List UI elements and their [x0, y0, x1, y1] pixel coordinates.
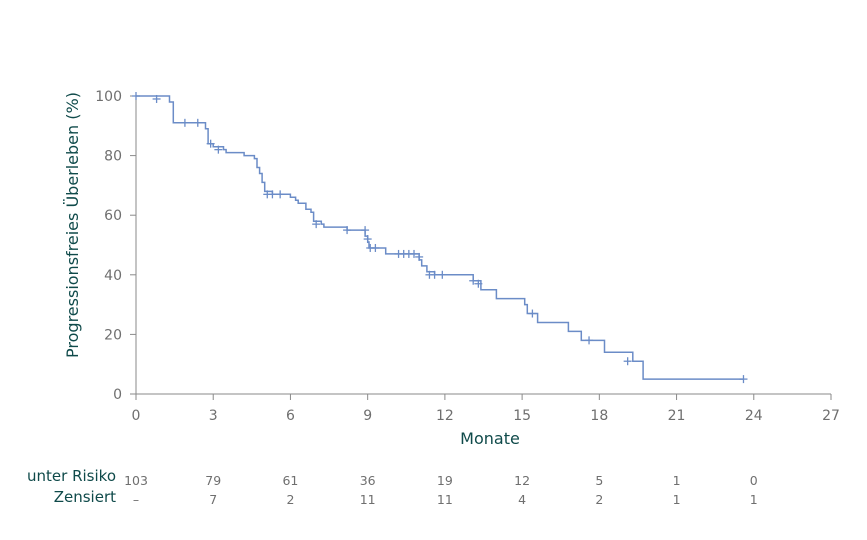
- risk-row-label-at-risk: unter Risiko: [27, 467, 116, 485]
- x-tick-label: 6: [286, 408, 295, 424]
- risk-row-label-censored: Zensiert: [54, 488, 116, 506]
- risk-value: 0: [750, 473, 758, 488]
- y-tick-label: 0: [113, 387, 122, 403]
- risk-value: 2: [595, 492, 603, 507]
- risk-value: 2: [286, 492, 294, 507]
- y-axis-title: Progressionsfreies Überleben (%): [63, 92, 82, 358]
- x-ticks: 0 3 6 9 12 15 18 21 24 27: [132, 394, 840, 424]
- axes: [135, 96, 831, 395]
- risk-value: 19: [437, 473, 453, 488]
- x-tick-label: 9: [363, 408, 372, 424]
- km-survival-curve: [136, 95, 744, 380]
- risk-value: 79: [205, 473, 221, 488]
- y-ticks: 0 20 40 60 80 100: [95, 89, 136, 403]
- x-axis-title: Monate: [460, 429, 520, 448]
- y-tick-label: 80: [104, 149, 122, 165]
- risk-value: 5: [595, 473, 603, 488]
- risk-value: 1: [673, 473, 681, 488]
- risk-value: 1: [673, 492, 681, 507]
- risk-value: 36: [360, 473, 376, 488]
- risk-value: 12: [514, 473, 530, 488]
- y-tick-label: 100: [95, 89, 122, 105]
- y-tick-label: 60: [104, 208, 122, 224]
- x-tick-label: 3: [209, 408, 218, 424]
- risk-values: 103 79 61 36 19 12 5 1 0– 7 2 11 11 4 2 1 1: [124, 473, 758, 507]
- x-tick-label: 0: [132, 408, 141, 424]
- risk-value: 1: [750, 492, 758, 507]
- x-tick-label: 27: [822, 408, 840, 424]
- y-tick-label: 20: [104, 327, 122, 343]
- risk-value: –: [133, 492, 139, 507]
- censor-marks: [132, 92, 748, 384]
- risk-value: 11: [437, 492, 453, 507]
- risk-value: 4: [518, 492, 526, 507]
- risk-value: 11: [360, 492, 376, 507]
- risk-value: 61: [282, 473, 298, 488]
- x-tick-label: 24: [745, 408, 763, 424]
- risk-value: 103: [124, 473, 148, 488]
- x-tick-label: 18: [590, 408, 608, 424]
- risk-table: unter Risiko Zensiert 103 79 61 36 19 12 5 1 0– 7…: [27, 467, 758, 507]
- y-tick-label: 40: [104, 268, 122, 284]
- x-tick-label: 15: [513, 408, 531, 424]
- risk-value: 7: [209, 492, 217, 507]
- x-tick-label: 21: [668, 408, 686, 424]
- x-tick-label: 12: [436, 408, 454, 424]
